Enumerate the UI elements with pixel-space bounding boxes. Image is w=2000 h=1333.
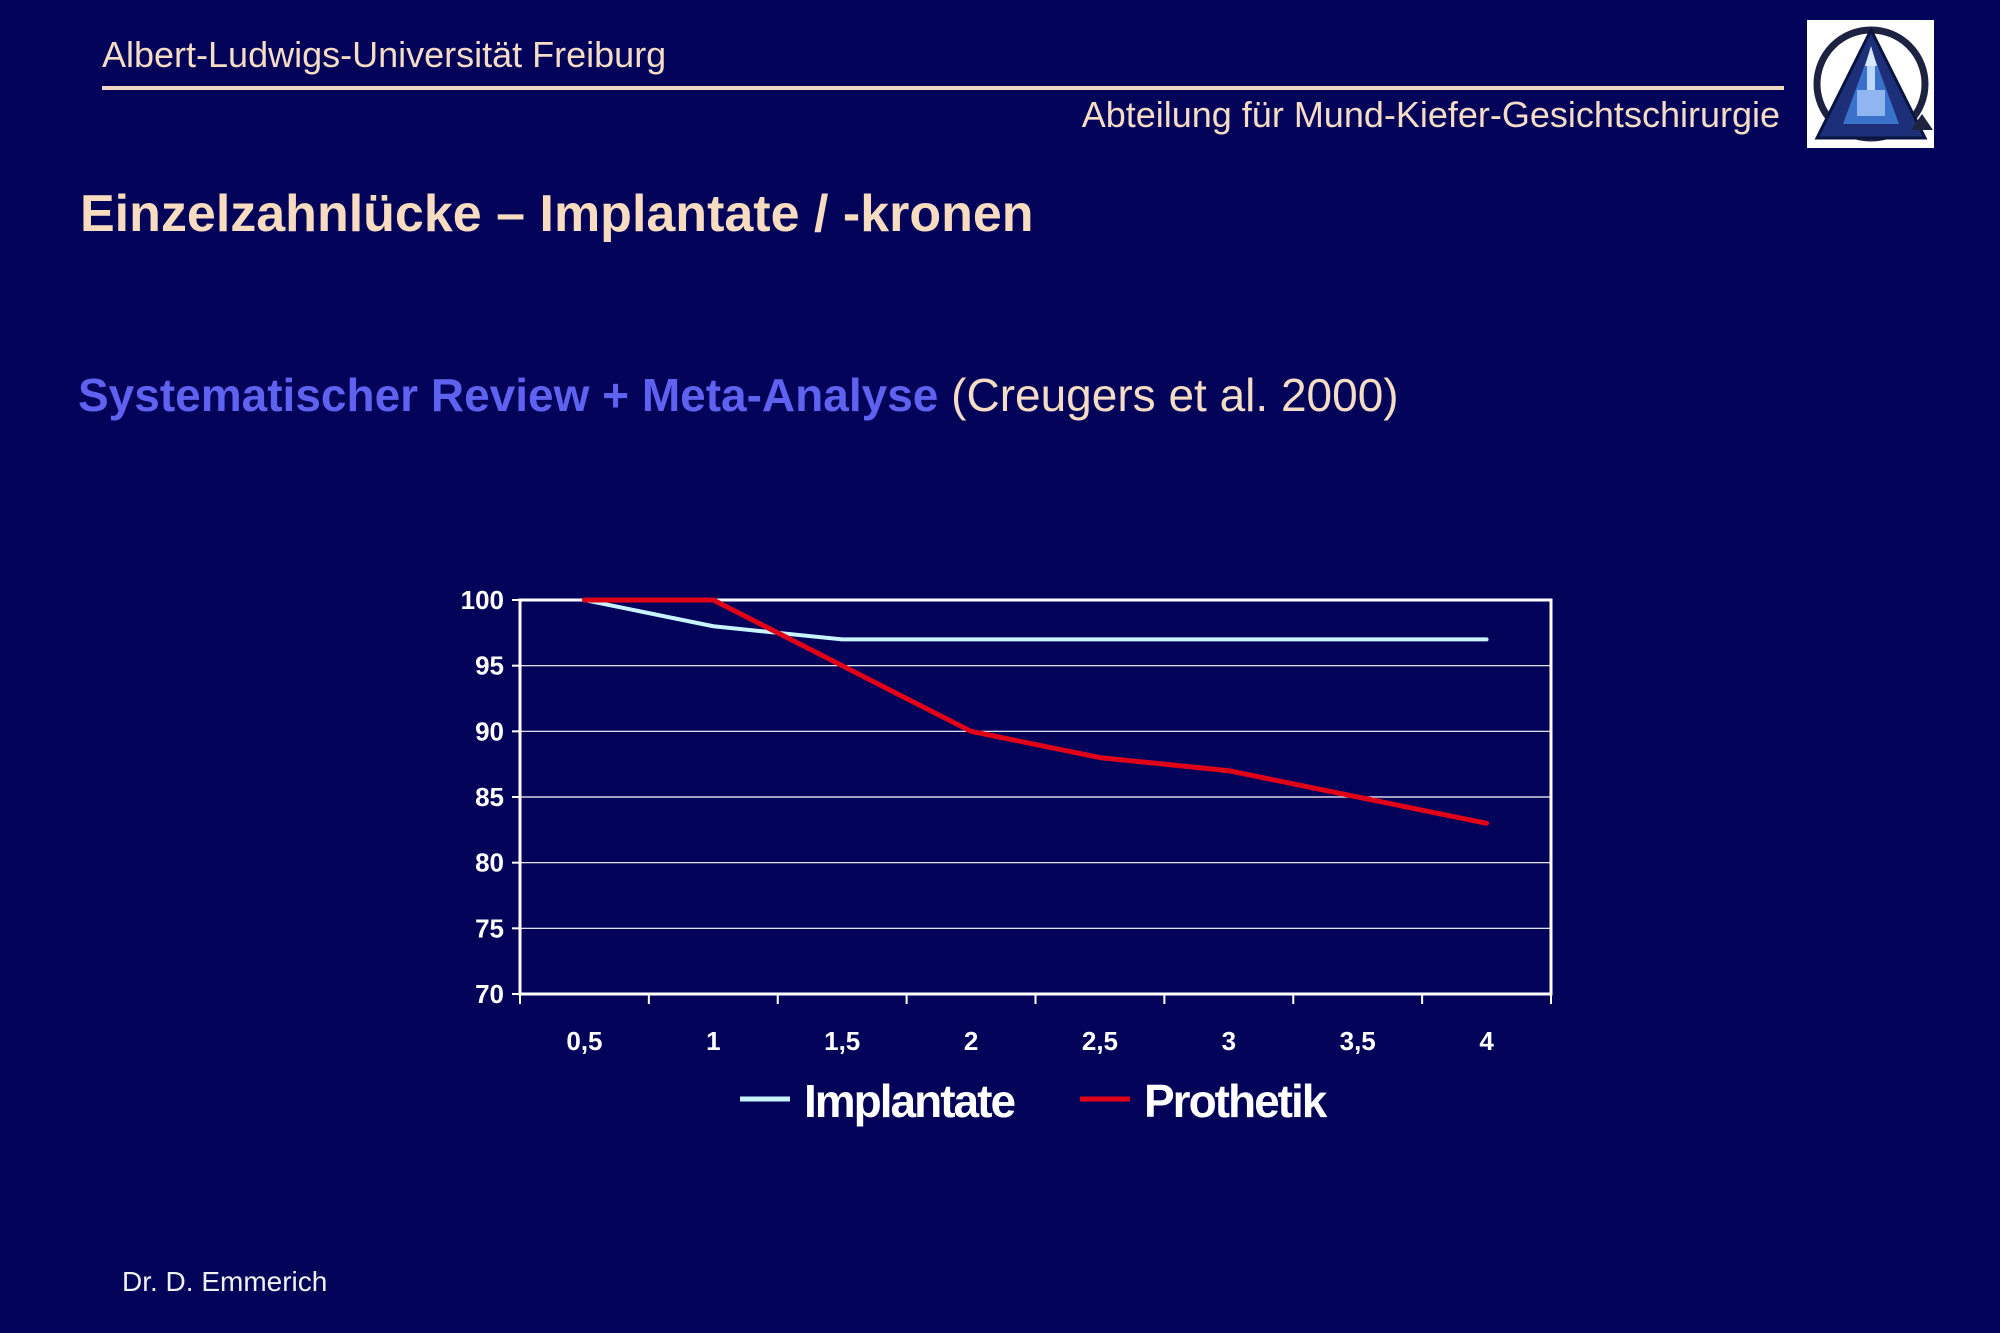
university-name: Albert-Ludwigs-Universität Freiburg <box>102 34 667 75</box>
chart-canvas: 100 95 90 85 80 75 70 0,5 1 1,5 2 2,5 3 3,5 4 Implantat… <box>461 585 1553 1127</box>
slide-title: Einzelzahnlücke – Implantate / -kronen <box>80 185 1034 243</box>
legend-label-prothetik: Prothetik <box>1144 1075 1328 1127</box>
x-tick-label: 3,5 <box>1340 1026 1376 1056</box>
y-tick-label: 70 <box>475 979 504 1009</box>
y-tick-label: 80 <box>475 848 504 878</box>
y-tick-label: 90 <box>475 716 504 746</box>
university-cathedral-logo-icon <box>1807 20 1934 148</box>
department-name: Abteilung für Mund-Kiefer-Gesichtschirur… <box>1081 94 1780 135</box>
y-tick-label: 95 <box>475 651 504 681</box>
author-name: Dr. D. Emmerich <box>122 1266 328 1297</box>
x-tick-label: 2,5 <box>1082 1026 1118 1056</box>
legend-label-implantate: Implantate <box>804 1075 1015 1127</box>
x-tick-label: 1,5 <box>824 1026 860 1056</box>
header-divider <box>102 86 1784 90</box>
subtitle-citation: (Creugers et al. 2000) <box>951 369 1399 421</box>
subtitle-main: Systematischer Review + Meta-Analyse <box>78 369 939 421</box>
x-tick-label: 4 <box>1479 1026 1494 1056</box>
y-tick-label: 85 <box>475 782 504 812</box>
x-tick-label: 1 <box>706 1026 720 1056</box>
slide-subtitle: Systematischer Review + Meta-Analyse (Cr… <box>78 368 1399 422</box>
y-tick-label: 100 <box>461 585 504 615</box>
series-line-implantate <box>582 598 1489 642</box>
x-tick-label: 3 <box>1222 1026 1236 1056</box>
x-tick-label: 2 <box>964 1026 978 1056</box>
y-tick-label: 75 <box>475 913 504 943</box>
series-line-prothetik <box>581 597 1490 826</box>
survival-chart: 100 95 90 85 80 75 70 0,5 1 1,5 2 2,5 3 3,5 4 Implantat… <box>420 560 1580 1145</box>
x-tick-label: 0,5 <box>566 1026 602 1056</box>
